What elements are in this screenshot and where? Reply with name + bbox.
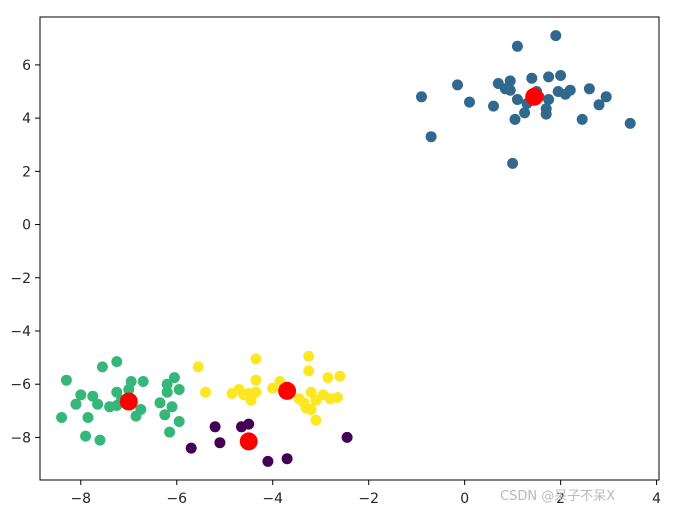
data-point bbox=[250, 353, 262, 365]
x-tick-label: −2 bbox=[358, 491, 379, 507]
data-point bbox=[111, 356, 123, 368]
data-point bbox=[87, 390, 99, 402]
data-point bbox=[75, 389, 87, 401]
x-tick-label: 4 bbox=[652, 491, 661, 507]
data-point bbox=[550, 30, 562, 42]
data-point bbox=[154, 397, 166, 409]
x-tick-label: 2 bbox=[556, 491, 565, 507]
data-point bbox=[56, 412, 68, 423]
data-point bbox=[214, 437, 226, 449]
data-point bbox=[576, 113, 588, 125]
data-point bbox=[543, 71, 555, 83]
data-point bbox=[555, 70, 567, 81]
data-point bbox=[488, 100, 499, 112]
data-point bbox=[173, 416, 185, 427]
data-point bbox=[305, 386, 317, 398]
y-axis-ticks: −8 −6 −4 −2 0 2 4 6 bbox=[10, 58, 40, 446]
y-tick-label: −4 bbox=[10, 324, 31, 340]
x-tick-label: −4 bbox=[262, 491, 283, 507]
data-point bbox=[332, 392, 343, 403]
data-point bbox=[267, 382, 279, 394]
data-point bbox=[243, 418, 255, 430]
data-point bbox=[600, 91, 612, 103]
data-point bbox=[82, 412, 94, 423]
data-point bbox=[111, 386, 123, 398]
data-point bbox=[104, 401, 116, 413]
data-point bbox=[511, 40, 523, 52]
data-point bbox=[281, 453, 293, 465]
y-tick-label: 4 bbox=[22, 111, 31, 127]
data-point bbox=[166, 401, 178, 413]
data-point bbox=[94, 434, 106, 446]
data-point bbox=[164, 426, 176, 438]
data-point bbox=[416, 91, 427, 103]
data-point bbox=[507, 157, 519, 169]
data-point bbox=[509, 113, 521, 125]
data-point bbox=[540, 108, 552, 120]
data-point bbox=[303, 365, 315, 377]
centroid-point bbox=[525, 87, 544, 106]
data-point bbox=[504, 75, 516, 87]
y-tick-label: −6 bbox=[10, 377, 31, 393]
data-point bbox=[624, 117, 636, 129]
y-tick-label: 2 bbox=[22, 164, 31, 180]
centroids-layer bbox=[119, 87, 544, 451]
data-point bbox=[96, 361, 108, 373]
x-tick-label: −8 bbox=[70, 491, 91, 507]
data-point bbox=[305, 404, 317, 415]
data-point bbox=[334, 370, 346, 382]
y-tick-label: −2 bbox=[10, 271, 31, 287]
data-point bbox=[593, 99, 605, 111]
data-point bbox=[250, 374, 262, 386]
data-point bbox=[322, 372, 334, 384]
data-point bbox=[159, 409, 171, 421]
data-point bbox=[499, 83, 511, 95]
points-layer bbox=[56, 30, 636, 467]
data-point bbox=[464, 96, 475, 108]
centroid-point bbox=[119, 392, 138, 411]
data-point bbox=[161, 386, 173, 398]
data-point bbox=[161, 378, 173, 390]
data-point bbox=[80, 430, 92, 442]
data-point bbox=[70, 398, 82, 410]
data-point bbox=[543, 94, 555, 105]
data-point bbox=[341, 431, 353, 443]
data-point bbox=[137, 376, 149, 387]
data-point bbox=[200, 386, 211, 398]
data-point bbox=[209, 421, 221, 433]
data-point bbox=[173, 384, 185, 395]
y-tick-label: −8 bbox=[10, 430, 31, 446]
data-point bbox=[519, 107, 531, 119]
data-point bbox=[192, 361, 204, 373]
data-point bbox=[425, 131, 437, 143]
data-point bbox=[564, 84, 576, 96]
data-point bbox=[303, 350, 315, 362]
watermark: CSDN @呆子不呆X bbox=[500, 489, 616, 504]
plot-frame bbox=[39, 16, 660, 481]
y-tick-label: 6 bbox=[22, 58, 31, 74]
x-tick-label: 0 bbox=[460, 491, 469, 507]
data-point bbox=[135, 404, 147, 415]
data-point bbox=[92, 398, 104, 410]
data-point bbox=[262, 455, 274, 467]
data-point bbox=[583, 83, 595, 95]
centroid-point bbox=[239, 432, 258, 451]
x-axis-ticks: −8 −6 −4 −2 0 2 4 bbox=[70, 480, 661, 507]
data-point bbox=[511, 94, 523, 105]
data-point bbox=[243, 388, 255, 399]
centroid-point bbox=[278, 381, 297, 400]
data-point bbox=[526, 72, 538, 84]
data-point bbox=[310, 414, 322, 426]
data-point bbox=[168, 372, 180, 384]
data-point bbox=[123, 384, 135, 395]
data-point bbox=[185, 442, 197, 454]
data-point bbox=[60, 374, 72, 386]
y-tick-label: 0 bbox=[22, 218, 31, 234]
x-tick-label: −6 bbox=[166, 491, 187, 507]
data-point bbox=[452, 79, 463, 91]
